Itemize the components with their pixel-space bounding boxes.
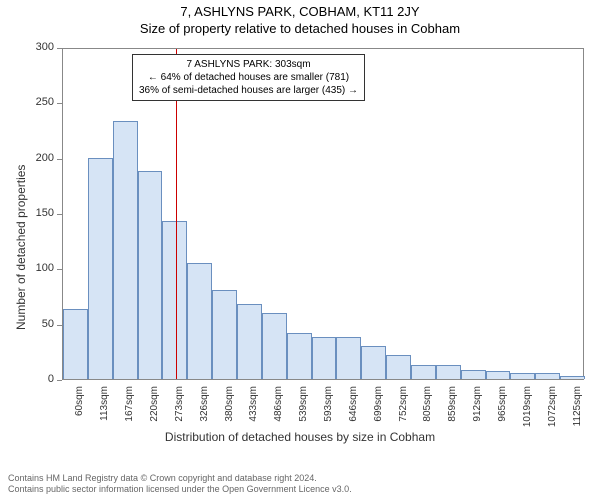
y-tick-label: 100 (0, 262, 54, 274)
x-tick-label: 859sqm (447, 386, 458, 436)
footer-line1: Contains HM Land Registry data © Crown c… (8, 473, 592, 485)
x-tick-label: 593sqm (323, 386, 334, 436)
annot-line2: ← 64% of detached houses are smaller (78… (139, 71, 358, 84)
histogram-bar (560, 376, 585, 379)
x-tick-label: 1019sqm (522, 386, 533, 436)
annotation-box: 7 ASHLYNS PARK: 303sqm ← 64% of detached… (132, 54, 365, 101)
histogram-bar (461, 370, 486, 379)
histogram-bar (336, 337, 361, 379)
x-tick-label: 486sqm (273, 386, 284, 436)
histogram-bar (386, 355, 411, 379)
x-tick-label: 699sqm (373, 386, 384, 436)
histogram-bar (510, 373, 535, 379)
x-tick-label: 1072sqm (547, 386, 558, 436)
x-tick-label: 912sqm (472, 386, 483, 436)
y-tick-label: 250 (0, 96, 54, 108)
title-address: 7, ASHLYNS PARK, COBHAM, KT11 2JY (0, 0, 600, 19)
histogram-bar (535, 373, 560, 379)
title-subtitle: Size of property relative to detached ho… (0, 19, 600, 36)
x-tick-label: 113sqm (99, 386, 110, 436)
x-tick-label: 273sqm (174, 386, 185, 436)
x-tick-label: 220sqm (149, 386, 160, 436)
x-tick-label: 167sqm (124, 386, 135, 436)
x-tick-label: 433sqm (248, 386, 259, 436)
histogram-bar (237, 304, 262, 379)
x-tick-label: 805sqm (422, 386, 433, 436)
histogram-bar (187, 263, 212, 379)
histogram-bar (486, 371, 511, 379)
histogram-bar (361, 346, 386, 379)
histogram-bar (312, 337, 337, 379)
y-tick-label: 150 (0, 207, 54, 219)
y-tick-label: 300 (0, 41, 54, 53)
x-tick-label: 60sqm (74, 386, 85, 436)
figure: 7, ASHLYNS PARK, COBHAM, KT11 2JY Size o… (0, 0, 600, 500)
x-tick-label: 965sqm (497, 386, 508, 436)
histogram-bar (212, 290, 237, 379)
y-tick-label: 50 (0, 318, 54, 330)
histogram-bar (411, 365, 436, 379)
y-axis-label: Number of detached properties (14, 165, 28, 330)
histogram-bar (262, 313, 287, 379)
x-tick-label: 380sqm (224, 386, 235, 436)
y-tick-label: 0 (0, 373, 54, 385)
x-tick-label: 646sqm (348, 386, 359, 436)
y-tick-label: 200 (0, 152, 54, 164)
histogram-bar (88, 158, 113, 379)
histogram-bar (113, 121, 138, 379)
histogram-bar (63, 309, 88, 379)
x-tick-label: 539sqm (298, 386, 309, 436)
histogram-bar (287, 333, 312, 379)
footer-line2: Contains public sector information licen… (8, 484, 592, 496)
histogram-bar (138, 171, 163, 379)
x-tick-label: 326sqm (199, 386, 210, 436)
histogram-bar (436, 365, 461, 379)
x-axis-label: Distribution of detached houses by size … (0, 430, 600, 444)
x-tick-label: 1125sqm (572, 386, 583, 436)
annot-line1: 7 ASHLYNS PARK: 303sqm (139, 58, 358, 71)
footer: Contains HM Land Registry data © Crown c… (8, 473, 592, 496)
annot-line3: 36% of semi-detached houses are larger (… (139, 84, 358, 97)
x-tick-label: 752sqm (398, 386, 409, 436)
histogram-bar (162, 221, 187, 379)
